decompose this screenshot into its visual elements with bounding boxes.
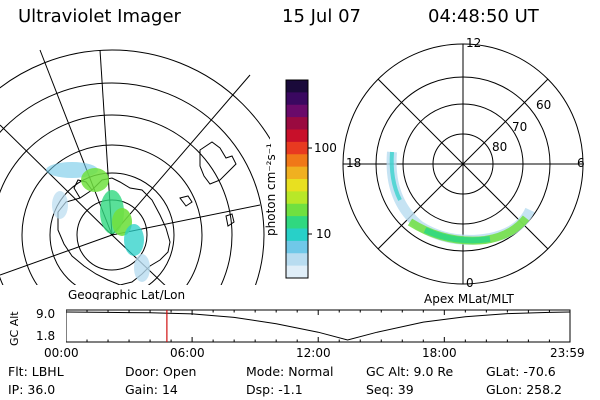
color-bar-segment [286, 166, 308, 180]
color-bar-segment [286, 154, 308, 168]
mlt-label-18: 18 [346, 156, 362, 170]
colorbar-unit-label: photon cm⁻²s⁻¹ [264, 143, 278, 236]
info-ip: IP: 36.0 [8, 382, 56, 397]
lat-circle [49, 172, 175, 285]
info-flt: Flt: LBHL [8, 364, 64, 379]
color-bar-segment [286, 129, 308, 143]
mlt-label-0: 0 [466, 276, 474, 290]
observation-date: 15 Jul 07 [282, 6, 361, 27]
info-mode: Mode: Normal [246, 364, 334, 379]
timeline-xtick-2: 12:00 [296, 346, 331, 360]
altitude-curve [66, 311, 571, 341]
color-bar-segment [286, 179, 308, 192]
info-seq: Seq: 39 [366, 382, 414, 397]
mlt-label-6: 6 [577, 156, 585, 170]
color-bar-segment [286, 240, 308, 254]
timeline-axis-label: GC Alt [8, 311, 21, 346]
color-bar-segment [286, 92, 308, 106]
landmass-outline [199, 141, 237, 185]
meridian [0, 234, 113, 276]
mlat-label-60: 60 [536, 98, 552, 112]
timeline-ytick-bottom: 1.8 [36, 329, 56, 343]
timeline-xtick-4: 23:59 [550, 346, 585, 360]
info-dsp: Dsp: -1.1 [246, 382, 303, 397]
observation-time: 04:48:50 UT [428, 6, 539, 27]
lat-circle [0, 49, 270, 140]
timeline-ytick-top: 9.0 [36, 307, 56, 321]
lat-circle [0, 82, 265, 285]
colorbar-tick-100: 100 [314, 141, 337, 155]
color-bar-segment [286, 117, 308, 130]
aurora-emission-apex [386, 151, 535, 245]
timeline-xtick-3: 18:00 [422, 346, 457, 360]
mlat-label-80: 80 [492, 140, 508, 154]
color-bar-segment [286, 203, 308, 217]
altitude-timeline [66, 309, 571, 343]
lat-circle [0, 114, 233, 285]
color-bar-segment [286, 104, 308, 118]
aurora-emission-geographic [46, 162, 150, 282]
geographic-label: Geographic Lat/Lon [68, 288, 185, 300]
timeline-xtick-0: 00:00 [44, 346, 79, 360]
meridian [39, 49, 113, 236]
color-bar-segment [286, 265, 308, 279]
info-gain: Gain: 14 [125, 382, 178, 397]
color-bar-segment [286, 216, 308, 229]
info-gc-alt: GC Alt: 9.0 Re [366, 364, 454, 379]
color-bar-segment [286, 141, 308, 155]
app-title: Ultraviolet Imager [18, 6, 181, 27]
color-bar-frame [285, 79, 309, 279]
island-outline [179, 195, 193, 207]
info-glat: GLat: -70.6 [486, 364, 556, 379]
apex-polar-panel [342, 43, 584, 285]
geographic-map-panel: Geographic Lat/Lon [0, 49, 270, 300]
island-outline [225, 213, 235, 227]
mlat-label-70: 70 [512, 120, 528, 134]
lat-circle [21, 144, 203, 285]
timeline-xtick-1: 06:00 [170, 346, 205, 360]
color-bar-segment [286, 253, 308, 267]
color-bar-segment [286, 80, 308, 93]
meridian [111, 74, 251, 236]
color-bar [285, 79, 312, 279]
info-glon: GLon: 258.2 [486, 382, 562, 397]
color-bar-gradient [286, 80, 308, 279]
mlt-line-diag [377, 78, 549, 250]
colorbar-tick-10: 10 [316, 227, 332, 241]
mlt-label-12: 12 [466, 36, 482, 50]
color-bar-segment [286, 228, 308, 242]
apex-label: Apex MLat/MLT [424, 292, 514, 306]
meridian [0, 124, 113, 236]
color-bar-segment [286, 191, 308, 205]
info-door: Door: Open [125, 364, 197, 379]
